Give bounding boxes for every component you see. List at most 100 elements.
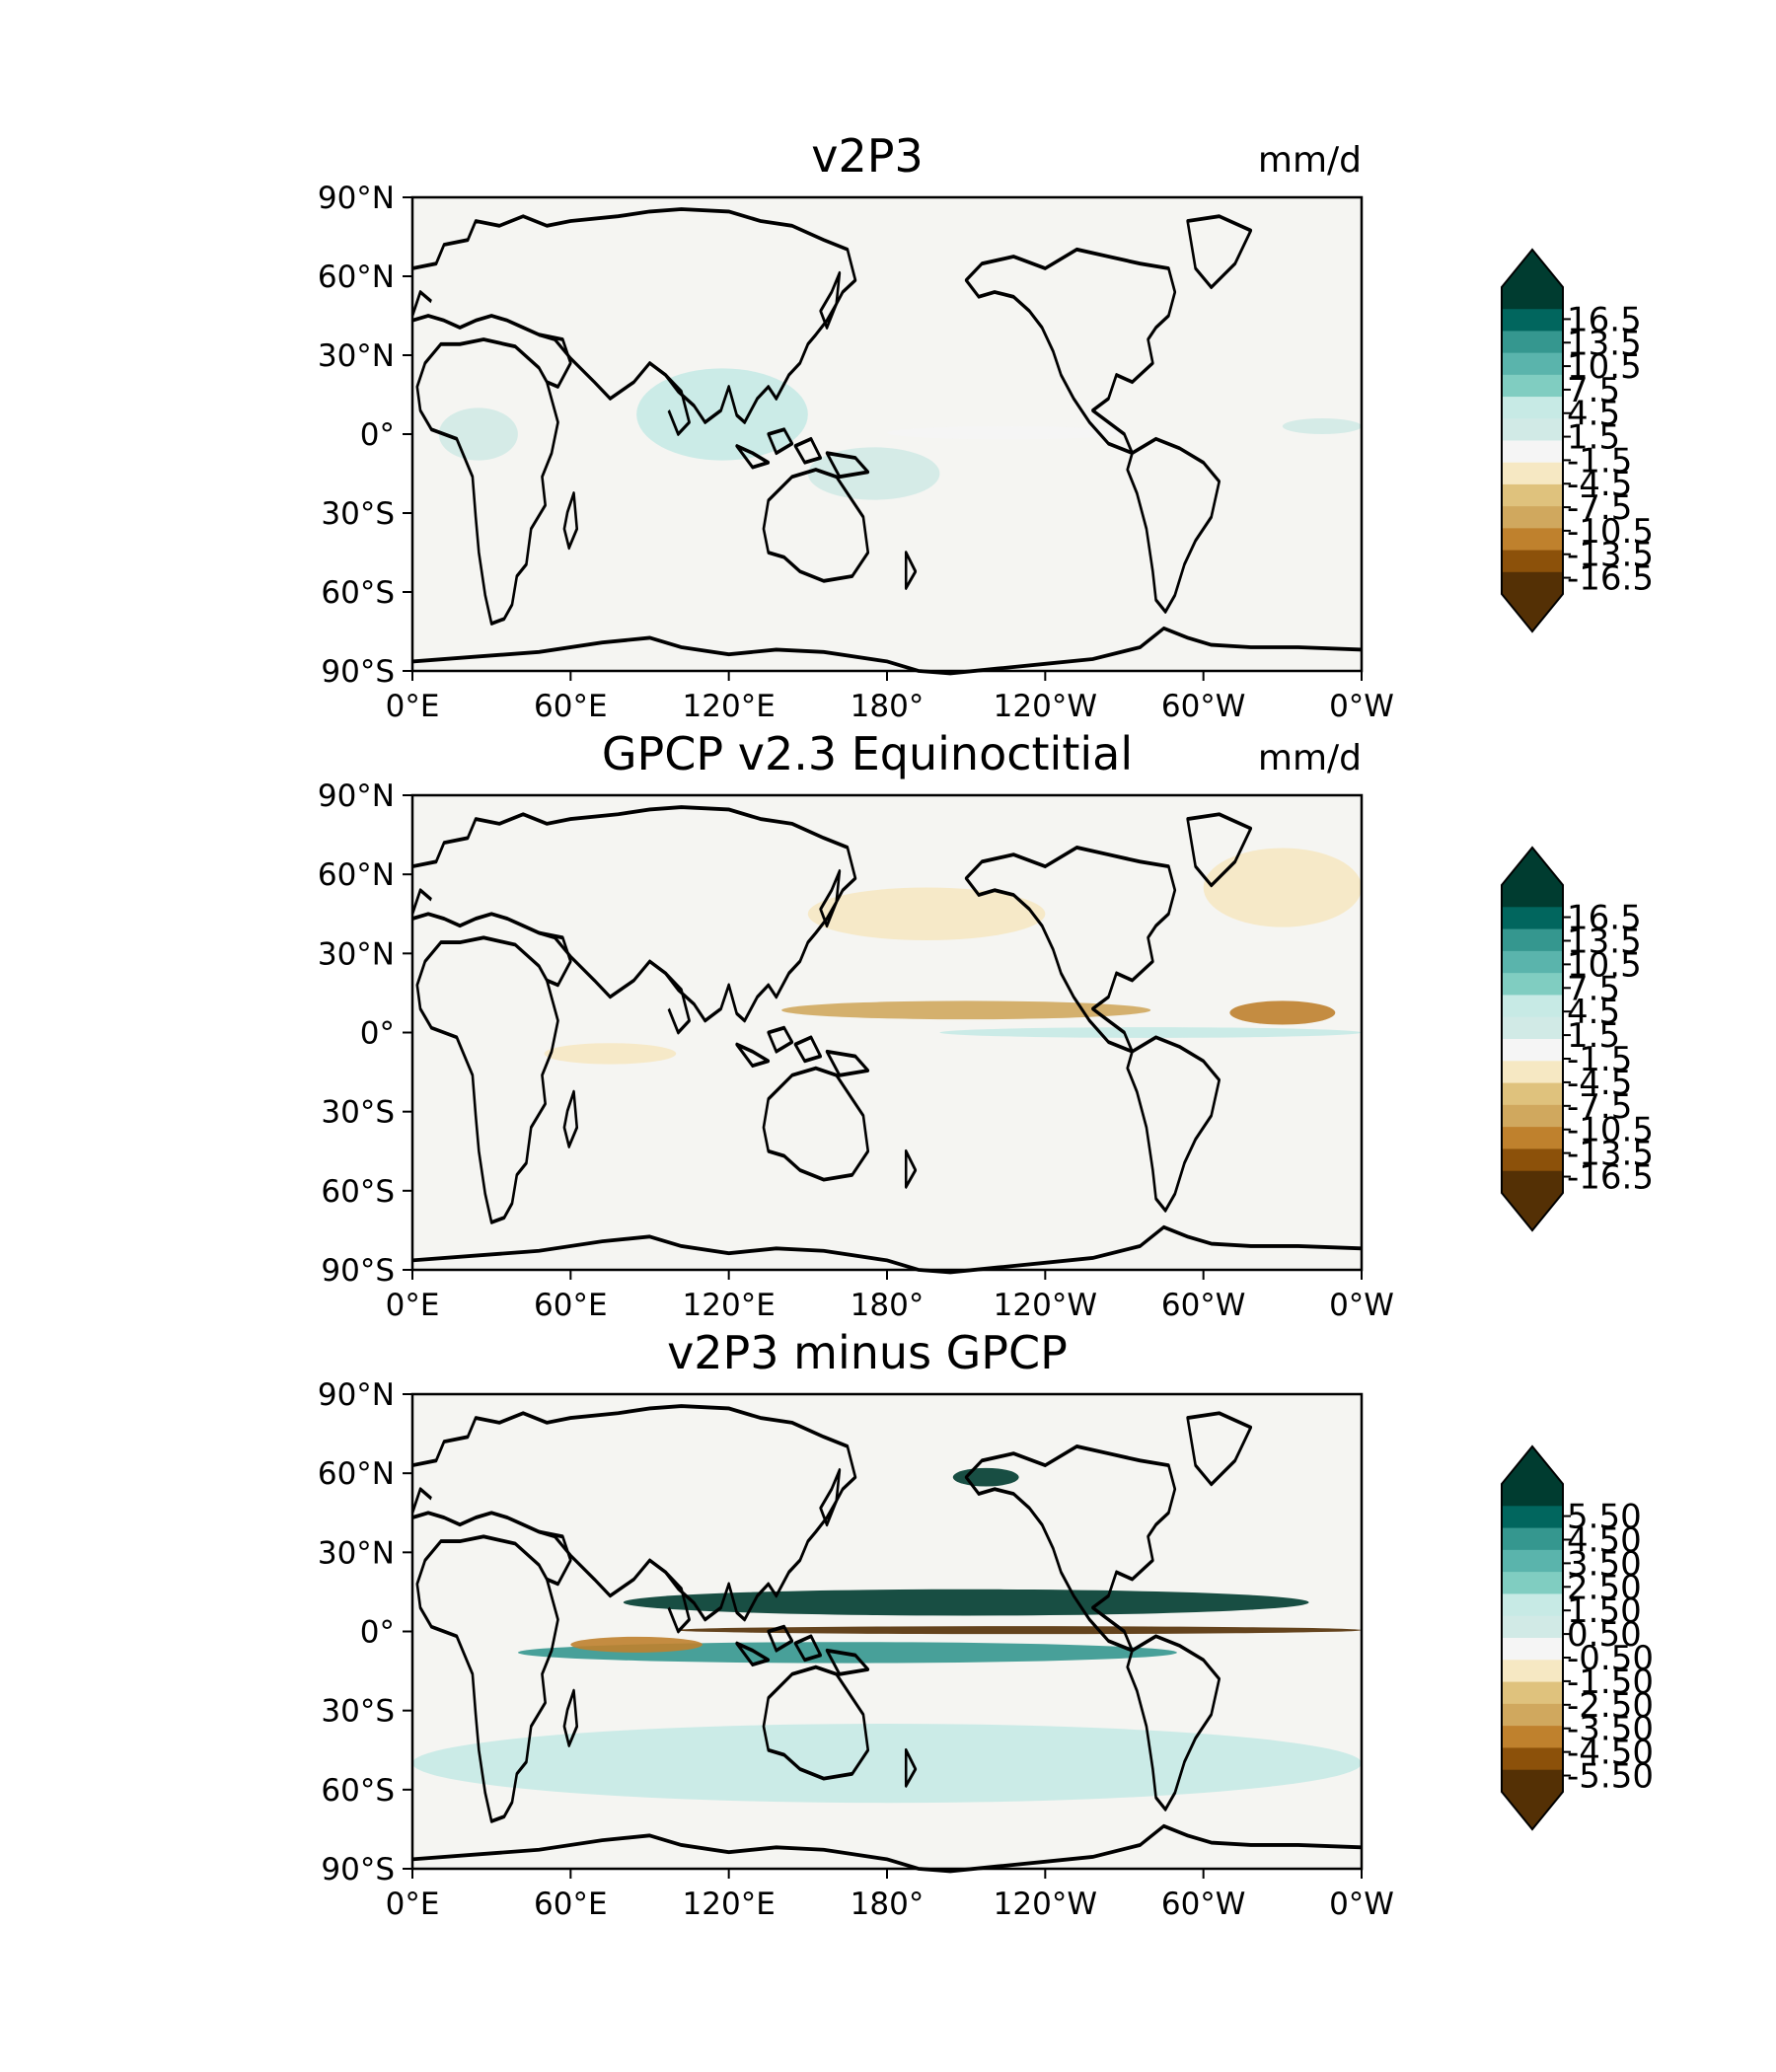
colorbar-tick-label: 2.50	[1567, 1568, 1642, 1607]
x-tick-label: 120°W	[994, 689, 1097, 724]
colorbar-segment	[1502, 1703, 1563, 1727]
colorbar-tick-label: -0.50	[1567, 1639, 1654, 1678]
y-tick-label: 30°N	[318, 936, 395, 972]
colorbar-segment	[1502, 309, 1563, 332]
colorbar-segment	[1502, 571, 1563, 595]
x-tick-label: 0°E	[386, 1887, 440, 1922]
colorbar-segment	[1502, 1572, 1563, 1594]
y-tick-label: 0°	[360, 417, 395, 453]
contour-region	[623, 1589, 1309, 1616]
contour-region	[952, 1467, 1019, 1487]
colorbar-segment	[1502, 1638, 1563, 1661]
colorbar-tick-label: -16.5	[1567, 1158, 1654, 1198]
contour-region	[676, 1626, 1362, 1635]
colorbar-extend-min	[1502, 1193, 1563, 1230]
colorbar-segment	[1502, 1170, 1563, 1194]
y-tick-label: 30°S	[321, 1694, 395, 1730]
y-tick-label: 90°S	[321, 1253, 395, 1289]
colorbar-extend-min	[1502, 594, 1563, 631]
y-tick-label: 90°N	[318, 1377, 395, 1413]
x-tick-label: 0°W	[1329, 1288, 1394, 1323]
y-tick-label: 60°S	[321, 1773, 395, 1809]
colorbar-tick-label: 7.5	[1567, 969, 1620, 1008]
colorbar-extend-min	[1502, 1792, 1563, 1829]
contour-region	[781, 1000, 1151, 1020]
colorbar-tick-label: -4.5	[1567, 1064, 1632, 1103]
x-tick-label: 120°E	[683, 1288, 776, 1323]
colorbar-segment	[1502, 1593, 1563, 1617]
colorbar-tick-label: -16.5	[1567, 559, 1654, 599]
colorbar-segment	[1502, 1039, 1563, 1062]
contour-region	[807, 887, 1046, 940]
colorbar-tick-label: 3.50	[1567, 1544, 1642, 1584]
units-label: mm/d	[1258, 738, 1362, 778]
colorbar-tick-label: -10.5	[1567, 1111, 1654, 1150]
x-tick-label: 180°	[851, 1288, 925, 1323]
colorbar-tick-label: -7.5	[1567, 1087, 1632, 1127]
colorbar: 5.504.503.502.501.500.50-0.50-1.50-2.50-…	[1501, 1444, 1654, 1831]
colorbar-segment	[1502, 1549, 1563, 1573]
map-panel-3: v2P3 minus GPCP 0°E 60°E 120°E 180° 120°W 60°W…	[318, 1326, 1654, 1922]
colorbar-tick-label: 10.5	[1567, 945, 1642, 985]
x-tick-label: 0°E	[386, 689, 440, 724]
contour-region	[1203, 848, 1362, 927]
colorbar-segment	[1502, 1148, 1563, 1172]
colorbar-segment	[1502, 440, 1563, 464]
colorbar-segment	[1502, 1016, 1563, 1040]
x-tick-label: 0°W	[1329, 689, 1394, 724]
colorbar-tick-label: -13.5	[1567, 1135, 1654, 1174]
contour-region	[636, 368, 808, 461]
map-panel-1: v2P3 mm/d 0°E 60°E 120°E 180° 120°W 60°W 0°W 90°N…	[318, 129, 1654, 724]
x-tick-label: 120°W	[994, 1288, 1097, 1323]
colorbar-tick-label: 16.5	[1567, 899, 1642, 938]
colorbar-extend-max	[1502, 1446, 1563, 1484]
contour-field	[412, 1467, 1362, 1804]
colorbar-tick-label: 16.5	[1567, 300, 1642, 339]
colorbar-tick-label: -3.50	[1567, 1710, 1654, 1749]
y-tick-label: 60°N	[318, 857, 395, 893]
contour-region	[412, 1724, 1362, 1804]
x-tick-label: 60°W	[1161, 689, 1246, 724]
y-tick-label: 0°	[360, 1016, 395, 1052]
colorbar-segment	[1502, 1082, 1563, 1106]
colorbar-tick-label: 1.5	[1567, 418, 1620, 458]
colorbar-tick-label: -1.50	[1567, 1663, 1654, 1702]
contour-region	[438, 407, 518, 461]
colorbar-extend-max	[1502, 848, 1563, 885]
contour-field	[544, 848, 1362, 1065]
panel-title: v2P3 minus GPCP	[667, 1326, 1068, 1379]
colorbar-tick-label: -7.5	[1567, 488, 1632, 528]
colorbar-tick-label: 1.50	[1567, 1591, 1642, 1631]
x-tick-label: 60°W	[1161, 1887, 1246, 1922]
colorbar-segment	[1502, 1726, 1563, 1748]
colorbar-tick-label: 7.5	[1567, 371, 1620, 410]
x-tick-label: 120°E	[683, 689, 776, 724]
x-tick-label: 0°E	[386, 1288, 440, 1323]
colorbar-tick-label: 4.5	[1567, 395, 1620, 434]
colorbar-segment	[1502, 973, 1563, 996]
colorbar-segment	[1502, 907, 1563, 930]
colorbar-tick-label: -5.50	[1567, 1757, 1654, 1797]
colorbar-segment	[1502, 1769, 1563, 1793]
colorbar-segment	[1502, 331, 1563, 354]
colorbar-segment	[1502, 287, 1563, 310]
y-tick-label: 90°N	[318, 181, 395, 216]
x-tick-label: 0°W	[1329, 1887, 1394, 1922]
colorbar-segment	[1502, 397, 1563, 419]
contour-region	[544, 1043, 677, 1065]
colorbar-tick-label: -1.5	[1567, 441, 1632, 481]
colorbar-tick-label: -2.50	[1567, 1686, 1654, 1726]
x-tick-label: 120°E	[683, 1887, 776, 1922]
colorbar-segment	[1502, 1104, 1563, 1128]
contour-region	[1229, 1000, 1336, 1025]
colorbar-tick-label: 0.50	[1567, 1615, 1642, 1655]
y-tick-label: 90°S	[321, 1852, 395, 1887]
contour-region	[1282, 418, 1362, 434]
colorbar-segment	[1502, 995, 1563, 1018]
colorbar-tick-label: -1.5	[1567, 1040, 1632, 1079]
colorbar-segment	[1502, 374, 1563, 398]
colorbar-segment	[1502, 1061, 1563, 1084]
colorbar-segment	[1502, 506, 1563, 529]
colorbar-tick-label: 4.5	[1567, 993, 1620, 1032]
colorbar-outline	[1501, 846, 1564, 1232]
